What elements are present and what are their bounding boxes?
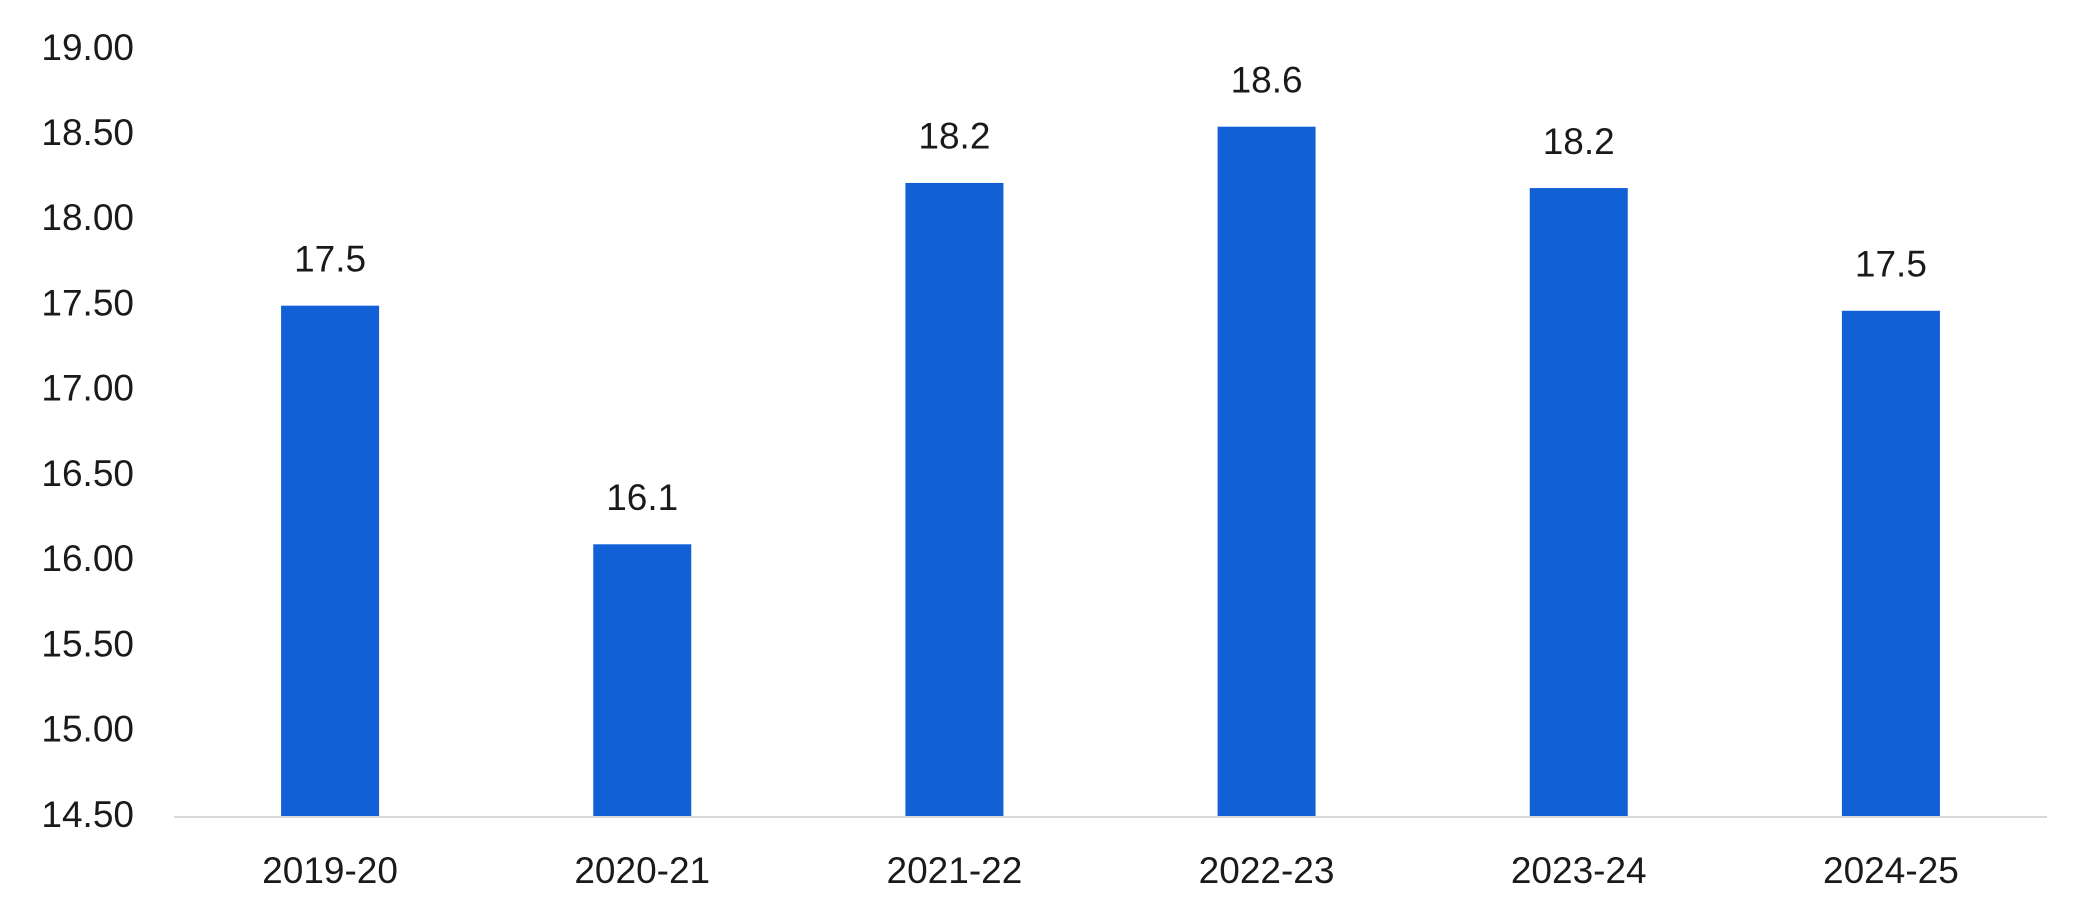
value-label: 18.6 bbox=[1231, 59, 1303, 100]
y-tick-label: 16.50 bbox=[41, 453, 134, 494]
value-label: 18.2 bbox=[918, 116, 990, 157]
y-tick-label: 16.00 bbox=[41, 538, 134, 579]
y-tick-label: 15.50 bbox=[41, 623, 134, 664]
bar bbox=[593, 544, 692, 817]
x-tick-label: 2023-24 bbox=[1511, 850, 1647, 891]
y-tick-label: 18.00 bbox=[41, 197, 134, 238]
bar bbox=[281, 305, 380, 817]
y-tick-label: 17.50 bbox=[41, 282, 134, 323]
bar bbox=[905, 182, 1004, 818]
y-tick-label: 14.50 bbox=[41, 794, 134, 835]
bar bbox=[1529, 188, 1628, 817]
bar bbox=[1217, 126, 1316, 817]
x-tick-label: 2022-23 bbox=[1199, 850, 1335, 891]
x-tick-label: 2021-22 bbox=[887, 850, 1023, 891]
value-label: 17.5 bbox=[294, 238, 366, 279]
x-tick-label: 2019-20 bbox=[262, 850, 398, 891]
value-label: 17.5 bbox=[1855, 244, 1927, 285]
y-tick-label: 19.00 bbox=[41, 27, 134, 68]
y-tick-label: 15.00 bbox=[41, 709, 134, 750]
y-tick-label: 18.50 bbox=[41, 112, 134, 153]
value-label: 16.1 bbox=[606, 477, 678, 518]
bar bbox=[1841, 310, 1940, 817]
value-label: 18.2 bbox=[1543, 121, 1615, 162]
y-tick-label: 17.00 bbox=[41, 368, 134, 409]
x-tick-label: 2024-25 bbox=[1823, 850, 1959, 891]
x-tick-label: 2020-21 bbox=[574, 850, 710, 891]
